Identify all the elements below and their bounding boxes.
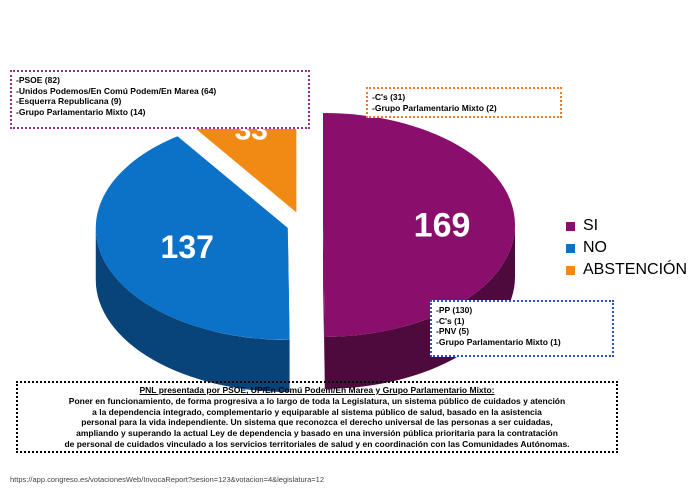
motion-text-line: de personal de cuidados vinculado a los … xyxy=(64,438,570,449)
si-breakdown-line: -Grupo Parlamentario Mixto (14) xyxy=(16,106,146,117)
motion-title: PNL presentada por PSOE, UP/En Comú Pode… xyxy=(139,385,495,395)
abstencion-breakdown-line: -Grupo Parlamentario Mixto (2) xyxy=(372,102,497,113)
si-breakdown-line: -PSOE (82) xyxy=(16,75,60,85)
chart-legend: SI NO ABSTENCIÓN xyxy=(566,215,687,281)
data-label-si: 169 xyxy=(414,207,471,245)
motion-text-line: personal para la vida independiente. Un … xyxy=(81,417,553,428)
pie-slice-cut xyxy=(322,224,325,389)
data-label-no: 137 xyxy=(161,229,214,265)
si-breakdown-line: -Esquerra Republicana (9) xyxy=(16,96,122,106)
no-breakdown-line: -PP (130) xyxy=(436,305,473,315)
abstencion-breakdown-line: -C's (31) xyxy=(372,92,406,102)
legend-label-si: SI xyxy=(583,217,599,234)
pie-slice-side xyxy=(95,227,290,392)
no-breakdown-callout: -PP (130) -C's (1) -PNV (5) -Grupo Parla… xyxy=(430,300,614,357)
legend-label-abstencion: ABSTENCIÓN xyxy=(583,261,688,278)
legend-item-no: NO xyxy=(566,237,687,259)
abstencion-breakdown-callout: -C's (31) -Grupo Parlamentario Mixto (2) xyxy=(366,87,562,118)
no-breakdown-line: -PNV (5) xyxy=(436,326,470,336)
legend-label-no: NO xyxy=(583,239,607,256)
si-breakdown-callout: -PSOE (82) -Unidos Podemos/En Comú Podem… xyxy=(10,70,310,129)
pie-slice-no xyxy=(95,136,290,340)
legend-item-si: SI xyxy=(566,215,687,237)
legend-swatch-si xyxy=(566,221,575,231)
motion-text-line: ampliando y superando la actual Ley de d… xyxy=(76,428,558,439)
legend-swatch-no xyxy=(566,243,575,253)
motion-text-line: a la dependencia integrado, complementar… xyxy=(92,406,542,417)
no-breakdown-line: -C's (1) xyxy=(436,315,465,326)
source-url: https://app.congreso.es/votacionesWeb/In… xyxy=(10,475,325,484)
si-breakdown-line: -Unidos Podemos/En Comú Podem/En Marea (… xyxy=(16,85,217,96)
pie-slice-si xyxy=(322,112,516,337)
no-breakdown-line: -Grupo Parlamentario Mixto (1) xyxy=(436,336,561,347)
motion-description-box: PNL presentada por PSOE, UP/En Comú Pode… xyxy=(16,381,618,453)
motion-text-line: Poner en funcionamiento, de forma progre… xyxy=(68,395,566,406)
legend-item-abstencion: ABSTENCIÓN xyxy=(566,259,687,281)
legend-swatch-abstencion xyxy=(566,265,575,275)
